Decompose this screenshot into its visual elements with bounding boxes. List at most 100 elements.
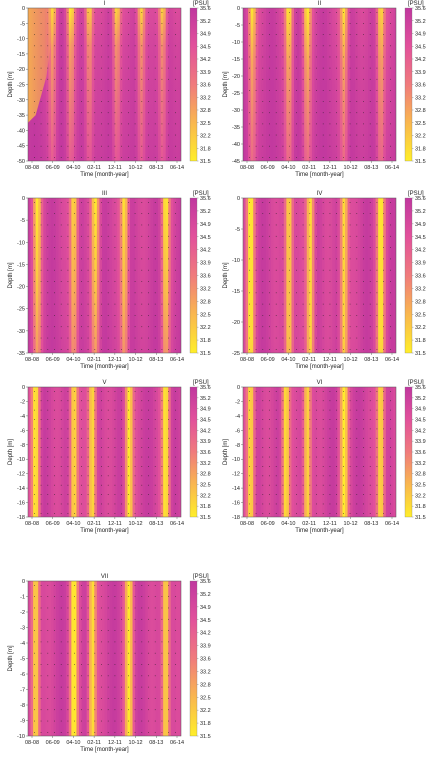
sample-point	[134, 90, 136, 91]
sample-point	[376, 235, 378, 237]
sample-point	[269, 337, 270, 339]
sample-point	[101, 292, 102, 294]
sample-point	[54, 315, 55, 316]
sample-point	[60, 698, 62, 699]
sample-point	[275, 67, 277, 69]
sample-point	[121, 123, 122, 125]
sample-point	[34, 247, 35, 248]
colorbar-tick-label: 34.9	[200, 605, 211, 611]
heat-column	[71, 198, 75, 353]
sample-point	[309, 67, 311, 69]
sample-point	[262, 202, 264, 203]
sample-point	[316, 247, 317, 248]
sample-point	[349, 112, 351, 114]
sample-point	[60, 596, 62, 598]
sample-point	[296, 202, 297, 203]
heat-column	[373, 387, 377, 517]
sample-point	[175, 224, 176, 226]
sample-point	[376, 112, 378, 114]
sample-point	[128, 466, 129, 467]
sample-point	[47, 447, 49, 449]
sample-point	[282, 123, 284, 125]
sample-point	[148, 630, 149, 631]
y-tick-label: 0	[237, 385, 240, 391]
sample-point	[54, 78, 55, 80]
sample-point	[356, 437, 358, 439]
sample-point	[87, 23, 89, 24]
sample-point	[54, 134, 55, 136]
plot-frame	[27, 197, 182, 354]
sample-point	[343, 67, 344, 69]
sample-point	[148, 269, 149, 271]
sample-point	[383, 224, 384, 226]
sample-point	[81, 475, 82, 477]
sample-point	[81, 437, 82, 439]
sample-point	[356, 503, 358, 505]
sample-point	[128, 513, 129, 514]
sample-point	[255, 34, 257, 36]
sample-point	[154, 78, 156, 80]
sample-point	[275, 134, 277, 136]
sample-point	[296, 112, 297, 114]
sample-point	[161, 409, 163, 411]
heat-column	[122, 581, 126, 736]
sample-point	[349, 303, 351, 305]
sample-point	[282, 447, 284, 449]
sample-point	[47, 428, 49, 430]
colorbar	[404, 7, 413, 162]
heat-column	[117, 8, 121, 161]
sample-point	[87, 596, 89, 598]
sample-point	[302, 101, 304, 102]
sample-point	[168, 475, 169, 477]
x-tick-label: 06-14	[170, 357, 184, 363]
sample-point	[87, 400, 89, 402]
sample-point	[47, 607, 49, 609]
sample-point	[255, 112, 257, 114]
heat-column	[147, 581, 151, 736]
sample-point	[87, 157, 89, 158]
sample-point	[107, 56, 109, 58]
heat-column	[147, 198, 151, 353]
sample-point	[356, 494, 358, 495]
sample-point	[121, 281, 122, 282]
sample-point	[87, 475, 89, 477]
sample-point	[67, 494, 69, 495]
sample-point	[74, 281, 75, 282]
sample-point	[376, 281, 378, 282]
sample-point	[54, 641, 55, 643]
sample-point	[296, 326, 297, 328]
sample-point	[309, 145, 311, 147]
sample-point	[262, 303, 264, 305]
sample-point	[154, 101, 156, 102]
sample-point	[302, 145, 304, 147]
y-tick-label: -10	[17, 734, 25, 740]
sample-point	[369, 224, 371, 226]
sample-point	[255, 101, 257, 102]
y-tick-label: -5	[20, 218, 25, 224]
sample-point	[128, 101, 129, 102]
heat-column	[91, 581, 95, 736]
heat-column	[306, 8, 310, 161]
sample-point	[34, 90, 35, 91]
sample-point	[154, 652, 156, 654]
sample-point	[114, 618, 116, 620]
sample-point	[148, 34, 149, 36]
sample-point	[343, 12, 344, 13]
sample-point	[336, 437, 337, 439]
colorbar-tick-label: 34.2	[200, 428, 211, 434]
sample-point	[255, 447, 257, 449]
heat-column	[388, 387, 392, 517]
colorbar-tick-label: 32.8	[200, 299, 211, 305]
sample-point	[309, 475, 311, 477]
y-tick-label: -40	[232, 142, 240, 148]
sample-point	[390, 101, 391, 102]
sample-point	[114, 337, 116, 339]
sample-point	[34, 337, 35, 339]
y-tick-label: -4	[20, 641, 25, 647]
sample-point	[269, 409, 270, 411]
sample-point	[134, 349, 136, 350]
sample-point	[255, 90, 257, 91]
sample-point	[34, 466, 35, 467]
sample-point	[81, 213, 82, 215]
sample-point	[60, 258, 62, 260]
